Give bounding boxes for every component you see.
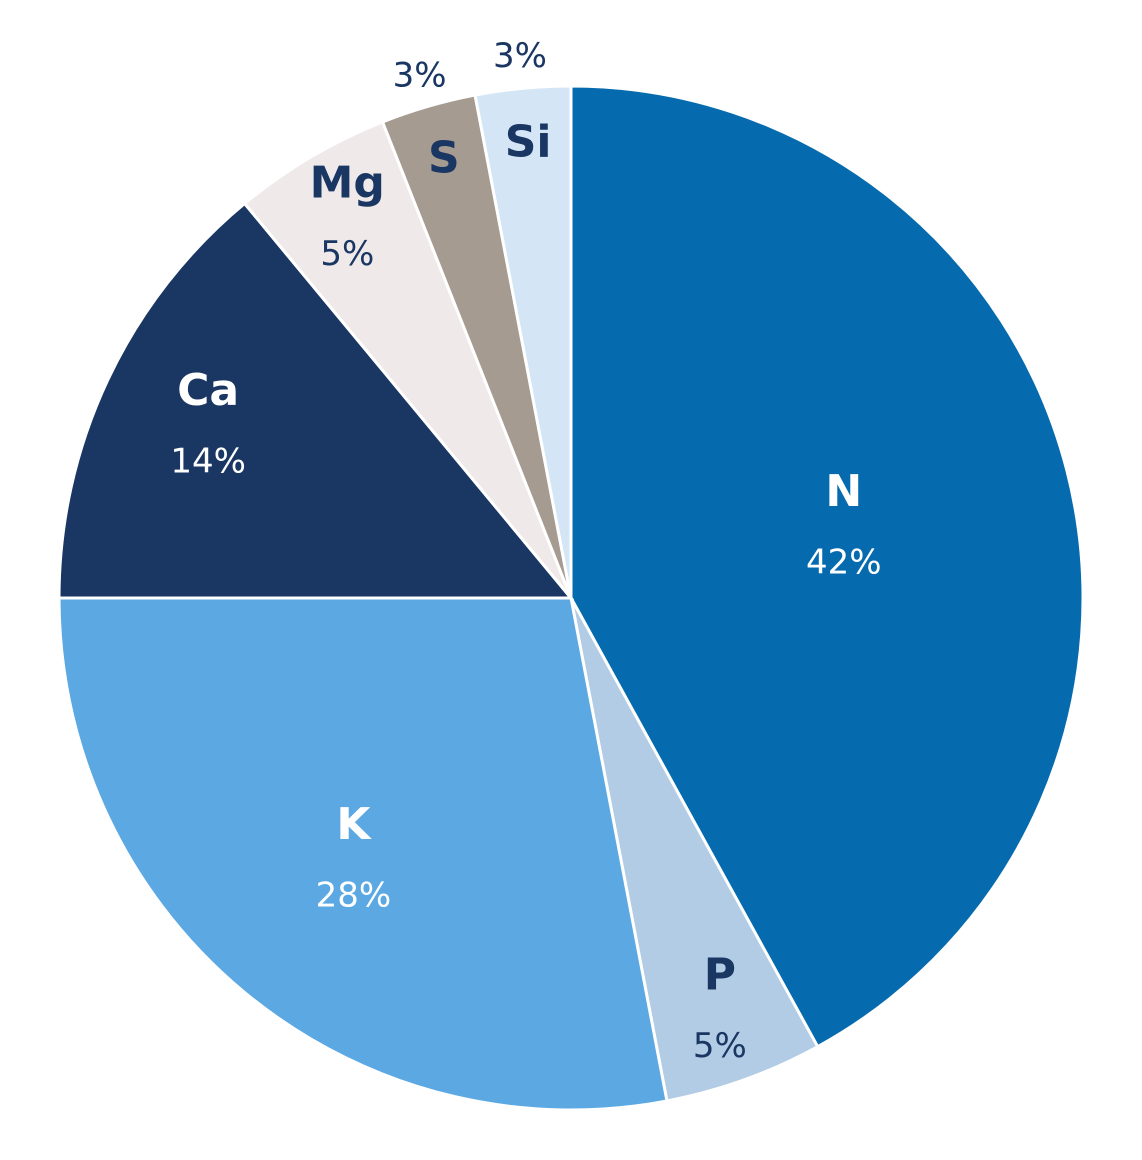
pie-slice xyxy=(569,84,1085,1049)
slice-value-label: 14% xyxy=(170,442,246,482)
slice-value-label: 42% xyxy=(806,542,882,582)
pie-slice xyxy=(57,201,575,600)
slice-label: K xyxy=(336,799,372,850)
slice-label: P xyxy=(704,949,736,1000)
slice-value-label: 28% xyxy=(316,876,392,916)
slice-value-label: 3% xyxy=(493,36,547,76)
pie-slice xyxy=(569,597,820,1103)
slice-label: Si xyxy=(505,116,552,167)
slice-value-label: 3% xyxy=(393,55,447,95)
pie-slice xyxy=(242,120,573,599)
slice-value-label: 5% xyxy=(320,234,374,274)
pie-slice xyxy=(57,596,669,1112)
slice-label: Mg xyxy=(310,158,385,209)
slice-label: Ca xyxy=(177,365,239,416)
slice-label: S xyxy=(428,132,460,183)
slice-value-label: 5% xyxy=(693,1026,747,1066)
slice-label: N xyxy=(825,466,862,517)
pie-slice xyxy=(473,84,573,599)
